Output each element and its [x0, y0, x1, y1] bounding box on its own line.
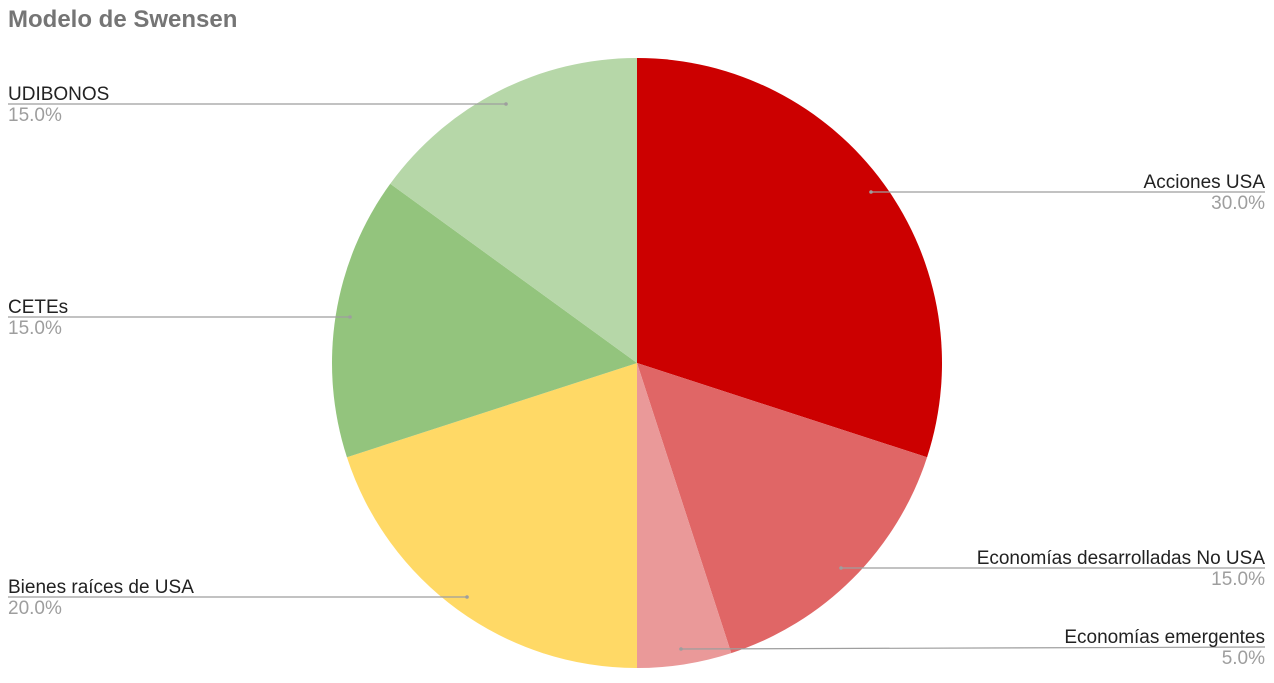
- pie-slice: [332, 183, 637, 458]
- slice-label: Economías emergentes: [1064, 627, 1265, 648]
- leader-dot: [504, 102, 508, 106]
- pie-slice: [346, 363, 637, 668]
- slice-label: Acciones USA: [1144, 172, 1266, 193]
- chart-title: Modelo de Swensen: [8, 6, 238, 33]
- slice-percent-label: 15.0%: [8, 318, 62, 339]
- leader-dot: [839, 566, 843, 570]
- slice-percent-label: 15.0%: [8, 105, 62, 126]
- slice-percent-label: 15.0%: [1211, 569, 1265, 590]
- label-leader-line: [680, 646, 1266, 650]
- slice-label: Bienes raíces de USA: [8, 577, 194, 598]
- leader-dot: [679, 647, 683, 651]
- slice-percent-label: 30.0%: [1211, 193, 1265, 214]
- slice-percent-label: 5.0%: [1222, 648, 1265, 669]
- slice-percent-label: 20.0%: [8, 598, 62, 619]
- slice-label: UDIBONOS: [8, 84, 109, 105]
- pie-slice: [637, 363, 928, 654]
- pie-slice: [637, 58, 942, 458]
- leader-dot: [348, 315, 352, 319]
- slice-label: CETEs: [8, 297, 68, 318]
- leader-dot: [869, 190, 873, 194]
- pie-slice: [637, 363, 732, 668]
- leader-dot: [465, 595, 469, 599]
- pie-slice: [390, 58, 637, 363]
- slice-label: Economías desarrolladas No USA: [977, 548, 1266, 569]
